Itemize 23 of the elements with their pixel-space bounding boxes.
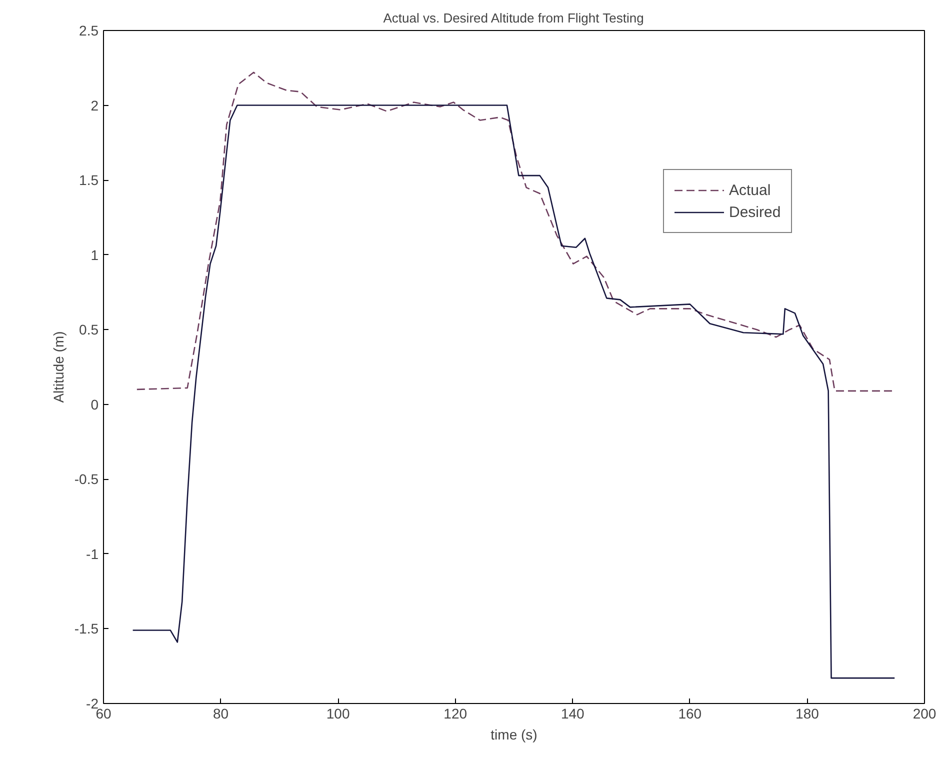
legend-label: Actual (729, 182, 771, 198)
x-tick-label: 200 (912, 706, 936, 722)
x-tick-label: 180 (796, 706, 820, 722)
y-tick-label: 2 (90, 97, 99, 114)
y-tick-label: -1.5 (74, 620, 99, 637)
y-tick-label: 2.5 (79, 22, 99, 38)
legend-label: Desired (729, 204, 781, 220)
y-axis-title: Altitude (m) (50, 331, 66, 403)
x-tick-label: 100 (326, 706, 350, 722)
y-tick-label: 1 (90, 246, 99, 263)
chart-title: Actual vs. Desired Altitude from Flight Testing (383, 10, 644, 26)
y-tick-label: 1.5 (79, 172, 99, 188)
x-tick-label: 120 (444, 706, 468, 722)
y-tick-label: 0.5 (79, 322, 99, 338)
x-tick-label: 140 (560, 706, 585, 722)
y-tick-label: -1 (86, 546, 99, 562)
y-tick-label: 0 (90, 396, 99, 412)
y-tick-label: -0.5 (74, 471, 99, 488)
line-series (132, 104, 896, 679)
x-tick-label: 80 (213, 706, 229, 722)
x-tick-label: 160 (678, 706, 702, 722)
x-axis-title: time (s) (490, 726, 538, 742)
x-tick-label: 60 (96, 706, 112, 722)
